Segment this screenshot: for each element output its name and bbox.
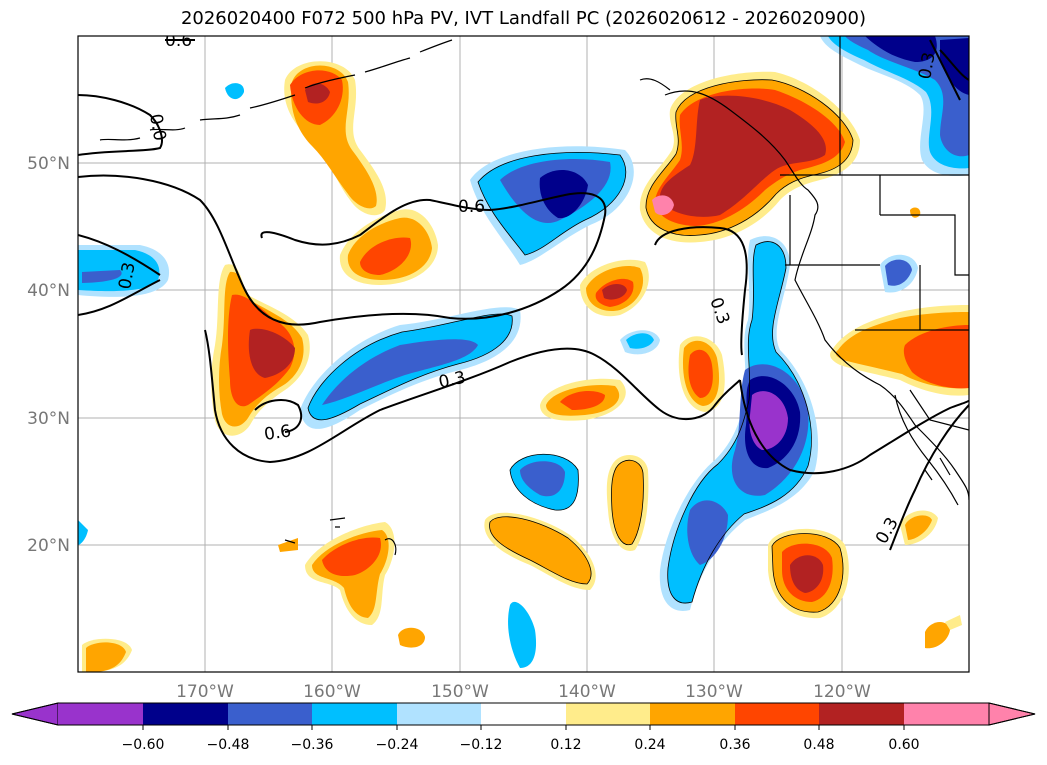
colorbar-tick-label: 0.48 xyxy=(803,737,834,753)
colorbar-tick-label: −0.36 xyxy=(291,737,334,753)
contour-labels: 0.6 0.3 0.6 0.3 0.6 0.3 0.3 0.0 0.3 xyxy=(115,31,939,548)
colorbar-tick-label: 0.12 xyxy=(550,737,581,753)
negative-anomaly-fields xyxy=(78,36,969,668)
colorbar-tick-label: −0.48 xyxy=(207,737,250,753)
lat-label: 30°N xyxy=(27,409,70,429)
contour-label-0p6-south: 0.6 xyxy=(263,421,293,445)
contour-label-0p6-north: 0.6 xyxy=(458,197,485,217)
coastlines xyxy=(99,36,969,556)
map-frame xyxy=(77,35,970,673)
colorbar-tick-label: 0.60 xyxy=(888,737,919,753)
colorbar-tick-label: −0.12 xyxy=(460,737,503,753)
lon-label: 160°W xyxy=(303,682,361,702)
lon-label: 120°W xyxy=(813,682,871,702)
colorbar-tick-label: 0.36 xyxy=(719,737,750,753)
colorbar: −0.60 −0.48 −0.36 −0.24 −0.12 0.12 0.24 … xyxy=(11,702,1036,753)
lon-label: 170°W xyxy=(176,682,234,702)
contour-label-0p3-northeast: 0.3 xyxy=(915,51,939,81)
lat-label: 20°N xyxy=(27,536,70,556)
contour-label-0p0: 0.0 xyxy=(145,112,169,142)
map-title: 2026020400 F072 500 hPa PV, IVT Landfall… xyxy=(180,8,867,29)
lat-label: 50°N xyxy=(27,154,70,174)
contour-label-0p3-west: 0.3 xyxy=(115,261,139,291)
colorbar-tick-label: 0.24 xyxy=(634,737,665,753)
longitude-labels: 170°W 160°W 150°W 140°W 130°W 120°W xyxy=(176,682,871,702)
lat-label: 40°N xyxy=(27,281,70,301)
pv-contours xyxy=(78,39,969,551)
contour-0p3-center xyxy=(78,279,741,464)
colorbar-tick-label: −0.60 xyxy=(122,737,165,753)
positive-anomaly-fields xyxy=(82,61,969,672)
lon-label: 140°W xyxy=(558,682,616,702)
contour-label-0p6-top: 0.6 xyxy=(165,31,192,51)
lon-label: 150°W xyxy=(431,682,489,702)
anomaly-outlines xyxy=(307,79,854,613)
colorbar-tick-label: −0.24 xyxy=(376,737,419,753)
latitude-labels: 50°N 40°N 30°N 20°N xyxy=(27,154,70,556)
contour-0p6-west xyxy=(78,174,607,326)
map-panel: 0.6 0.3 0.6 0.3 0.6 0.3 0.3 0.0 0.3 xyxy=(78,31,969,672)
alaska-coast xyxy=(664,90,969,501)
lon-label: 130°W xyxy=(685,682,743,702)
